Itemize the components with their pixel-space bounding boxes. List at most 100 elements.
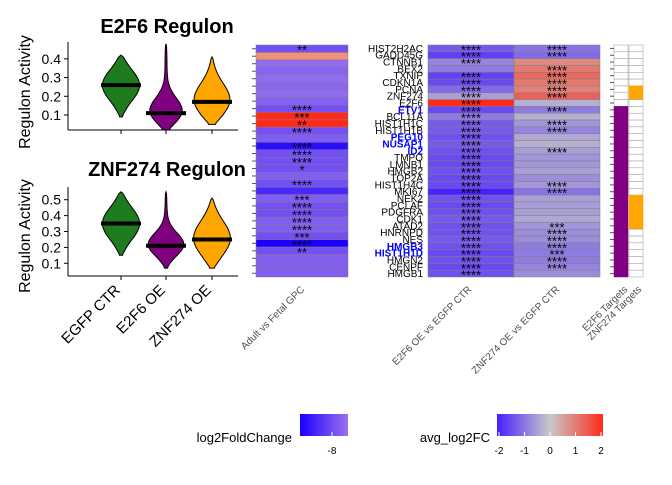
significance-stars: **** <box>292 177 312 192</box>
target-cell-e2f6 <box>613 167 629 175</box>
y-tick-label: 0.4 <box>42 208 62 224</box>
target-cell-znf274 <box>628 58 644 66</box>
significance-stars: ** <box>297 118 307 133</box>
y-tick-label: 0.1 <box>42 107 62 123</box>
target-cell-znf274 <box>628 85 644 94</box>
gene-label: HIST2H2AC <box>368 44 423 55</box>
heatmap-cell <box>513 194 601 203</box>
heatmap-cell <box>255 89 349 98</box>
gene-label: ATAD2 <box>392 221 423 232</box>
violin-e2f6-oe <box>149 43 183 131</box>
target-cell-znf274 <box>628 174 644 182</box>
heatmap-cell <box>255 269 349 278</box>
legend-bar-avg-log2fc <box>497 414 603 436</box>
heatmap-cell <box>255 261 349 270</box>
gene-label: BCL11A <box>386 112 423 123</box>
significance-stars: **** <box>461 268 481 283</box>
violin-znf274-oe <box>193 197 231 269</box>
significance-stars: **** <box>292 148 312 163</box>
gene-label: MKI67 <box>394 187 423 198</box>
gene-label: PDGFRA <box>381 208 423 219</box>
violin-znf274-oe <box>193 55 231 125</box>
target-cell-e2f6 <box>613 147 629 155</box>
target-cell-e2f6 <box>613 235 629 244</box>
gene-label: NUSAP1 <box>382 139 423 150</box>
target-cell-e2f6 <box>613 85 629 94</box>
heatmap-cell <box>255 82 349 91</box>
significance-stars: *** <box>294 110 309 125</box>
heatmap-cell <box>513 167 601 175</box>
target-cell-znf274 <box>628 65 644 73</box>
violin-e2f6-oe <box>147 189 185 269</box>
significance-stars: ** <box>297 43 307 58</box>
target-cell-e2f6 <box>613 194 629 203</box>
target-cell-e2f6 <box>613 112 629 121</box>
y-tick-label: 0.4 <box>42 51 62 67</box>
gene-label: ID2 <box>407 146 423 157</box>
target-cell-znf274 <box>628 44 644 53</box>
gene-label: HIST1H1B <box>375 126 423 137</box>
legend-title-avg-log2fc: avg_log2FC <box>420 430 490 445</box>
gene-label: CTNNB1 <box>383 58 423 69</box>
legend-tick-label: 2 <box>598 446 604 457</box>
gene-label: CDK1 <box>396 215 423 226</box>
target-cell-e2f6 <box>613 222 629 230</box>
legend-ticks-avg-log2fc: -2 -1 0 1 2 <box>495 432 604 457</box>
gene-label: HIST1H4C <box>375 180 423 191</box>
heatmap-cell <box>513 153 601 162</box>
target-cell-znf274 <box>628 153 644 162</box>
gene-label: PCLAF <box>391 201 423 212</box>
gene-label: ETV1 <box>398 105 423 116</box>
legend-tick-label: 1 <box>573 446 579 457</box>
y-tick-label: 0.2 <box>42 239 62 255</box>
target-cell-e2f6 <box>613 269 629 278</box>
heatmap-oe-vs-egfp: HIST2H2AC **** ****GADD45G **** ****CTNNB1 **… <box>368 42 601 283</box>
target-cell-e2f6 <box>613 160 629 169</box>
target-cell-e2f6 <box>613 65 629 73</box>
significance-stars: *** <box>294 230 309 245</box>
target-cell-e2f6 <box>613 188 629 196</box>
target-cell-e2f6 <box>613 153 629 162</box>
heatmap-cell <box>513 133 601 141</box>
heatmap-cell <box>513 208 601 216</box>
heatmap-cell <box>255 74 349 83</box>
gene-label: ZNF274 <box>387 92 424 103</box>
significance-stars: **** <box>292 125 312 140</box>
y-tick-label: 0.2 <box>42 88 62 104</box>
legend-tick-label: 0 <box>547 446 553 457</box>
target-cell-e2f6 <box>613 72 629 80</box>
violin-panel-znf274: 0.10.20.30.40.5 <box>42 187 238 280</box>
gene-label: GADD45G <box>375 51 423 62</box>
violin-ylabel-znf274: Regulon Activity <box>17 179 34 293</box>
heatmap-cell <box>255 67 349 76</box>
gene-label: E2F6 <box>399 99 423 110</box>
gene-label: PEG10 <box>391 133 424 144</box>
significance-stars: **** <box>292 207 312 222</box>
target-cell-znf274 <box>628 188 644 196</box>
target-cell-znf274 <box>628 160 644 169</box>
target-cell-znf274 <box>628 99 644 107</box>
target-cell-e2f6 <box>613 201 629 210</box>
target-cell-e2f6 <box>613 92 629 100</box>
target-cell-znf274 <box>628 140 644 148</box>
heatmap-cell <box>513 269 601 278</box>
significance-stars: * <box>299 162 304 177</box>
target-cell-e2f6 <box>613 228 629 237</box>
target-cell-znf274 <box>628 242 644 250</box>
target-cell-znf274 <box>628 126 644 134</box>
target-cell-znf274 <box>628 228 644 237</box>
target-cell-e2f6 <box>613 44 629 53</box>
legend-ticklabel-log2fc-minus8: -8 <box>328 446 337 457</box>
category-label-egfp-ctr: EGFP CTR <box>58 282 124 348</box>
gene-label: HIST1H1C <box>375 119 423 130</box>
legend-title-log2foldchange: log2FoldChange <box>197 430 292 445</box>
y-tick-label: 0.5 <box>42 192 62 208</box>
significance-stars: **** <box>292 155 312 170</box>
target-cell-e2f6 <box>613 58 629 66</box>
target-cell-znf274 <box>628 194 644 203</box>
violin-ylabel-e2f6: Regulon Activity <box>17 35 34 149</box>
target-cell-znf274 <box>628 235 644 244</box>
target-cell-znf274 <box>628 119 644 128</box>
